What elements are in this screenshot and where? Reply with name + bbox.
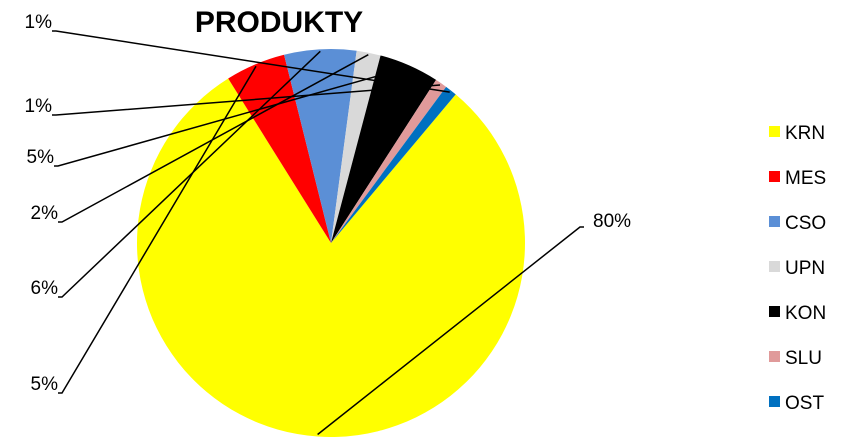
pie-slice-ost [331,86,456,243]
legend-swatch-cso [769,216,780,227]
legend-swatch-slu [769,351,780,362]
data-label-cso: 6% [31,278,59,299]
data-label-kon: 5% [27,147,55,168]
pie-slice-kon [331,55,437,243]
leader-line-slu [52,84,441,116]
legend-label-mes: MES [785,168,826,189]
legend-swatch-krn [769,126,780,137]
data-label-slu: 1% [25,96,53,117]
pie-slice-mes [228,54,331,244]
legend-swatch-mes [769,171,780,182]
leader-line-kon [54,66,409,167]
legend-label-kon: KON [785,303,826,324]
pie-slice-upn [331,50,381,244]
leader-line-cso [58,50,321,298]
data-labels: 80% 5% 6% 2% 5% 1% 1% [25,12,632,395]
pie-slices [137,48,526,438]
legend-label-krn: KRN [785,123,825,144]
chart-title: PRODUKTY [195,6,363,39]
legend-label-slu: SLU [785,348,822,369]
leader-line-upn [58,54,369,223]
legend-swatch-ost [769,396,780,407]
data-label-upn: 2% [31,203,59,224]
legend-swatch-kon [769,306,780,317]
legend-label-cso: CSO [785,213,826,234]
leader-lines [52,30,584,436]
data-label-mes: 5% [31,374,59,395]
leader-line-mes [58,65,257,394]
leader-line-ost [52,30,450,93]
legend: KRN MES CSO UPN KON SLU OST [769,123,826,414]
legend-swatch-upn [769,261,780,272]
legend-label-upn: UPN [785,258,825,279]
data-label-ost: 1% [25,12,53,33]
pie-slice-slu [331,79,447,244]
data-label-krn: 80% [593,211,631,232]
leader-line-krn [317,226,584,436]
legend-label-ost: OST [785,393,824,414]
